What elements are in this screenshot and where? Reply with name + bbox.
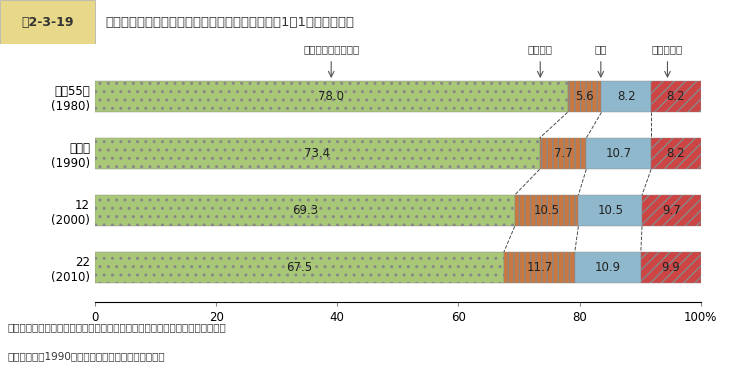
Text: 10.7: 10.7 bbox=[606, 147, 631, 160]
Text: 資料：総務省「家計調査」（全国・二人以上の世帯）を基に農林水産省で作成: 資料：総務省「家計調査」（全国・二人以上の世帯）を基に農林水産省で作成 bbox=[7, 322, 226, 332]
FancyBboxPatch shape bbox=[539, 138, 586, 169]
Text: 外食: 外食 bbox=[594, 45, 607, 54]
FancyBboxPatch shape bbox=[95, 195, 515, 226]
Text: 8.2: 8.2 bbox=[666, 147, 685, 160]
FancyBboxPatch shape bbox=[95, 252, 504, 283]
FancyBboxPatch shape bbox=[575, 252, 641, 283]
Text: 飲料・酒類: 飲料・酒類 bbox=[652, 45, 683, 54]
Text: 図2-3-19: 図2-3-19 bbox=[21, 15, 74, 29]
Text: 9.9: 9.9 bbox=[661, 261, 680, 274]
FancyBboxPatch shape bbox=[641, 252, 701, 283]
Text: 9.7: 9.7 bbox=[662, 204, 681, 217]
Text: 11.7: 11.7 bbox=[526, 261, 553, 274]
FancyBboxPatch shape bbox=[567, 81, 602, 112]
Text: 5.6: 5.6 bbox=[575, 90, 593, 103]
Text: 10.5: 10.5 bbox=[534, 204, 560, 217]
FancyBboxPatch shape bbox=[0, 0, 95, 44]
FancyBboxPatch shape bbox=[578, 195, 642, 226]
Text: 8.2: 8.2 bbox=[617, 90, 636, 103]
FancyBboxPatch shape bbox=[515, 195, 578, 226]
Text: 10.5: 10.5 bbox=[597, 204, 623, 217]
FancyBboxPatch shape bbox=[642, 195, 701, 226]
FancyBboxPatch shape bbox=[602, 81, 651, 112]
Text: 調理食品: 調理食品 bbox=[528, 45, 553, 54]
Text: 7.7: 7.7 bbox=[553, 147, 572, 160]
Text: 8.2: 8.2 bbox=[666, 90, 685, 103]
Text: 67.5: 67.5 bbox=[286, 261, 312, 274]
Text: 10.9: 10.9 bbox=[595, 261, 620, 274]
Text: 73.4: 73.4 bbox=[304, 147, 331, 160]
Text: 注：平成２（1990）年以前は農林漁家世帯を除く。: 注：平成２（1990）年以前は農林漁家世帯を除く。 bbox=[7, 351, 165, 361]
FancyBboxPatch shape bbox=[586, 138, 651, 169]
Text: 69.3: 69.3 bbox=[292, 204, 318, 217]
FancyBboxPatch shape bbox=[651, 138, 701, 169]
FancyBboxPatch shape bbox=[504, 252, 575, 283]
FancyBboxPatch shape bbox=[95, 138, 539, 169]
Text: 生鮮食品＋加工食品: 生鮮食品＋加工食品 bbox=[303, 45, 359, 54]
FancyBboxPatch shape bbox=[95, 81, 567, 112]
Text: 78.0: 78.0 bbox=[318, 90, 345, 103]
Text: 高齢者がいる世帯における食料支出内訳の推移（1人1か月当たり）: 高齢者がいる世帯における食料支出内訳の推移（1人1か月当たり） bbox=[106, 15, 355, 29]
FancyBboxPatch shape bbox=[651, 81, 701, 112]
